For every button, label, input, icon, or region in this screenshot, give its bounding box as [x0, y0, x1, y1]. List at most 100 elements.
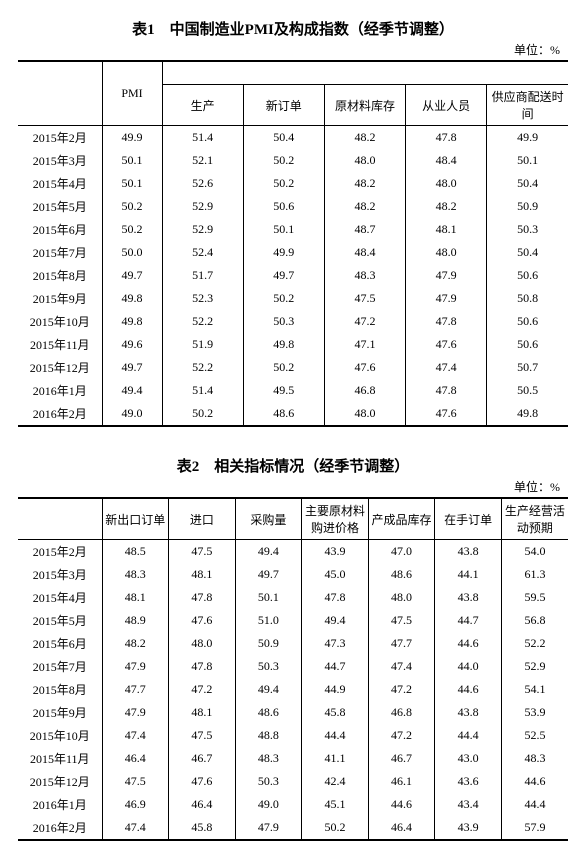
data-cell: 46.9: [102, 793, 169, 816]
data-cell: 50.7: [487, 356, 568, 379]
data-cell: 46.8: [368, 701, 435, 724]
data-cell: 47.8: [406, 310, 487, 333]
row-label: 2015年10月: [18, 724, 102, 747]
data-cell: 43.6: [435, 770, 502, 793]
data-cell: 43.0: [435, 747, 502, 770]
table1: PMI 生产 新订单 原材料库存 从业人员 供应商配送时间 2015年2月49.…: [18, 60, 568, 427]
data-cell: 49.0: [102, 402, 162, 426]
data-cell: 50.3: [235, 770, 302, 793]
data-cell: 50.4: [243, 126, 324, 150]
data-cell: 47.8: [406, 379, 487, 402]
data-cell: 45.8: [169, 816, 236, 840]
data-cell: 51.7: [162, 264, 243, 287]
row-label: 2015年4月: [18, 172, 102, 195]
data-cell: 48.0: [324, 402, 405, 426]
data-cell: 50.0: [102, 241, 162, 264]
data-cell: 47.8: [169, 655, 236, 678]
row-label: 2015年5月: [18, 195, 102, 218]
data-cell: 50.5: [487, 379, 568, 402]
data-cell: 44.4: [501, 793, 568, 816]
data-cell: 47.6: [169, 770, 236, 793]
data-cell: 52.9: [162, 195, 243, 218]
data-cell: 47.7: [368, 632, 435, 655]
data-cell: 47.9: [102, 655, 169, 678]
data-cell: 43.9: [435, 816, 502, 840]
data-cell: 48.5: [102, 540, 169, 564]
data-cell: 50.2: [243, 149, 324, 172]
data-cell: 53.9: [501, 701, 568, 724]
data-cell: 48.0: [324, 149, 405, 172]
data-cell: 47.4: [406, 356, 487, 379]
data-cell: 49.5: [243, 379, 324, 402]
data-cell: 48.1: [169, 701, 236, 724]
data-cell: 47.2: [368, 724, 435, 747]
t1-col-1: 生产: [162, 85, 243, 126]
row-label: 2016年2月: [18, 402, 102, 426]
table1-title: 表1 中国制造业PMI及构成指数（经季节调整）: [18, 18, 568, 39]
data-cell: 46.1: [368, 770, 435, 793]
data-cell: 47.9: [102, 701, 169, 724]
data-cell: 45.1: [302, 793, 369, 816]
data-cell: 49.8: [102, 310, 162, 333]
data-cell: 43.4: [435, 793, 502, 816]
data-cell: 50.8: [487, 287, 568, 310]
data-cell: 50.2: [302, 816, 369, 840]
data-cell: 49.7: [102, 264, 162, 287]
data-cell: 48.4: [324, 241, 405, 264]
data-cell: 48.3: [235, 747, 302, 770]
row-label: 2015年11月: [18, 333, 102, 356]
data-cell: 48.1: [169, 563, 236, 586]
data-cell: 51.0: [235, 609, 302, 632]
row-label: 2015年7月: [18, 241, 102, 264]
data-cell: 45.8: [302, 701, 369, 724]
data-cell: 50.3: [235, 655, 302, 678]
data-cell: 50.1: [102, 149, 162, 172]
data-cell: 49.6: [102, 333, 162, 356]
data-cell: 44.6: [501, 770, 568, 793]
t2-col-4: 产成品库存: [368, 498, 435, 540]
data-cell: 44.7: [435, 609, 502, 632]
data-cell: 51.9: [162, 333, 243, 356]
data-cell: 47.6: [406, 402, 487, 426]
t1-col-3: 原材料库存: [324, 85, 405, 126]
row-label: 2015年4月: [18, 586, 102, 609]
data-cell: 47.5: [324, 287, 405, 310]
data-cell: 50.1: [487, 149, 568, 172]
row-label: 2016年1月: [18, 379, 102, 402]
data-cell: 46.7: [368, 747, 435, 770]
data-cell: 48.7: [324, 218, 405, 241]
data-cell: 48.2: [324, 126, 405, 150]
data-cell: 49.7: [102, 356, 162, 379]
data-cell: 46.4: [102, 747, 169, 770]
data-cell: 47.4: [102, 816, 169, 840]
data-cell: 49.8: [487, 402, 568, 426]
data-cell: 48.2: [102, 632, 169, 655]
data-cell: 44.6: [435, 678, 502, 701]
data-cell: 47.2: [169, 678, 236, 701]
data-cell: 52.9: [501, 655, 568, 678]
data-cell: 48.0: [169, 632, 236, 655]
data-cell: 49.9: [487, 126, 568, 150]
data-cell: 47.0: [368, 540, 435, 564]
data-cell: 50.2: [102, 218, 162, 241]
data-cell: 51.4: [162, 126, 243, 150]
data-cell: 48.2: [406, 195, 487, 218]
data-cell: 44.7: [302, 655, 369, 678]
data-cell: 46.7: [169, 747, 236, 770]
t2-col-0: 新出口订单: [102, 498, 169, 540]
data-cell: 49.9: [243, 241, 324, 264]
data-cell: 48.3: [324, 264, 405, 287]
data-cell: 47.9: [406, 264, 487, 287]
data-cell: 47.2: [368, 678, 435, 701]
data-cell: 50.9: [235, 632, 302, 655]
data-cell: 44.0: [435, 655, 502, 678]
data-cell: 50.6: [243, 195, 324, 218]
data-cell: 52.6: [162, 172, 243, 195]
t2-col-2: 采购量: [235, 498, 302, 540]
data-cell: 44.1: [435, 563, 502, 586]
data-cell: 49.0: [235, 793, 302, 816]
data-cell: 48.2: [324, 195, 405, 218]
data-cell: 49.4: [102, 379, 162, 402]
data-cell: 52.3: [162, 287, 243, 310]
table1-unit: 单位：%: [18, 41, 560, 58]
